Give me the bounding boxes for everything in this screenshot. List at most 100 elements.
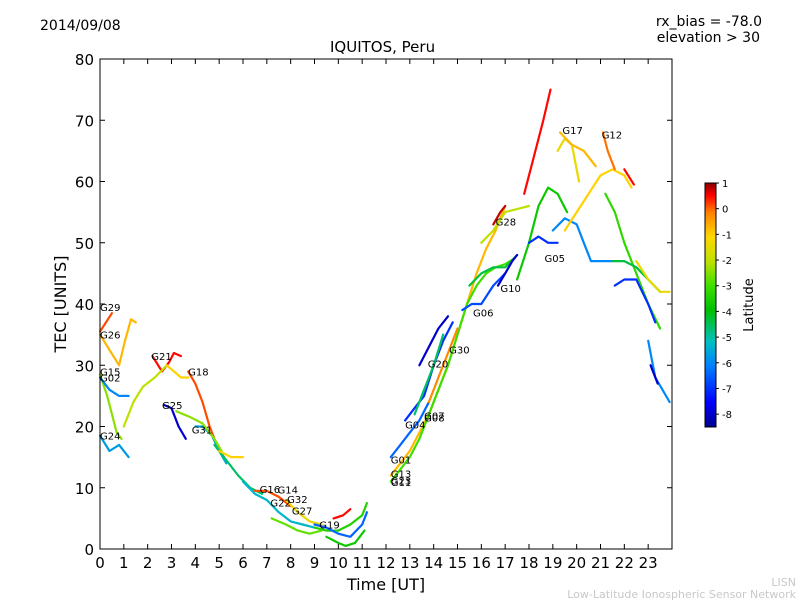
- series-g32: [284, 498, 323, 526]
- x-tick-label: 20: [567, 554, 586, 572]
- series-g26: [98, 318, 137, 367]
- colorbar-tick-label: -7: [722, 384, 732, 395]
- series-g20: [418, 315, 450, 367]
- series-g28b: [480, 204, 531, 244]
- series-g16b: [218, 449, 245, 459]
- series-g01: [389, 400, 430, 459]
- x-tick-label: 12: [376, 554, 395, 572]
- satellite-label: G04: [405, 421, 425, 432]
- satellite-label: G11: [391, 478, 411, 489]
- colorbar-tick-label: -5: [722, 333, 732, 344]
- satellite-label: G13: [391, 470, 411, 481]
- series-g14: [253, 489, 292, 508]
- satellite-label: G06: [473, 309, 493, 320]
- series-g29: [98, 312, 114, 333]
- colorbar-tick-label: 0: [722, 205, 728, 216]
- labels-layer: G29G26G15G02G24G21G18G25G31G16G14G22G32G…: [100, 126, 622, 531]
- chart-title: IQUITOS, Peru: [330, 38, 436, 56]
- y-tick-label: 60: [75, 174, 94, 192]
- x-tick-label: 11: [353, 554, 372, 572]
- satellite-label: G21: [151, 352, 171, 363]
- series-g17c: [558, 131, 597, 168]
- series-g12b: [601, 131, 616, 171]
- series-g25: [163, 404, 187, 440]
- satellite-label: G15: [100, 367, 120, 378]
- x-tick-label: 10: [329, 554, 348, 572]
- satellite-label: G27: [292, 506, 312, 517]
- elevation-label: elevation > 30: [656, 30, 760, 46]
- series-g24: [98, 434, 130, 459]
- x-tick-label: 8: [286, 554, 296, 572]
- satellite-label: G28: [496, 217, 516, 228]
- series-g16: [213, 443, 264, 495]
- satellite-label: G26: [100, 331, 120, 342]
- x-tick-label: 19: [543, 554, 562, 572]
- series-g19b: [313, 511, 368, 538]
- satellite-label: G22: [270, 498, 290, 509]
- series-g19c: [332, 508, 352, 520]
- satellite-label: G29: [100, 303, 120, 314]
- x-tick-label: 6: [238, 554, 248, 572]
- series-g12e: [611, 260, 662, 293]
- colorbar-tick-label: -6: [722, 359, 732, 370]
- y-tick-label: 0: [84, 541, 94, 559]
- series-g31b: [175, 410, 223, 453]
- series-g17a: [515, 186, 569, 281]
- satellite-label: G30: [449, 345, 469, 356]
- series-g15: [98, 373, 123, 440]
- y-tick-label: 50: [75, 235, 94, 253]
- series-g17: [523, 88, 552, 195]
- y-tick-label: 10: [75, 480, 94, 498]
- y-tick-label: 30: [75, 357, 94, 375]
- x-tick-label: 21: [591, 554, 610, 572]
- series-g23: [389, 257, 516, 483]
- series-g30: [427, 327, 459, 404]
- series-g12h: [649, 364, 659, 385]
- x-tick-label: 5: [214, 554, 224, 572]
- series-g28: [492, 204, 507, 226]
- series-g18b: [165, 364, 190, 379]
- x-tick-label: 2: [143, 554, 153, 572]
- watermark-network: Low-Latitude Ionospheric Sensor Network: [567, 588, 796, 601]
- satellite-label: G01: [391, 456, 411, 467]
- colorbar-tick-label: -1: [722, 230, 732, 241]
- series-g17b: [556, 137, 581, 183]
- rx-bias-label: rx_bias = -78.0: [655, 14, 762, 30]
- x-tick-label: 17: [496, 554, 515, 572]
- satellite-label: G16: [260, 485, 280, 496]
- series-g27: [270, 517, 323, 535]
- series-g19: [313, 502, 368, 532]
- series-g12i: [623, 168, 636, 186]
- x-tick-label: 4: [191, 554, 201, 572]
- series-g19d: [325, 529, 366, 548]
- y-tick-label: 40: [75, 296, 94, 314]
- axes-layer: 0 1 2 3 4 5 6 7 8 9 10 11 12 13 14 15 16 17 18 19 20 21 22 2301…: [75, 51, 672, 572]
- satellite-label: G07: [424, 411, 444, 422]
- x-tick-label: 7: [262, 554, 272, 572]
- series-g07: [413, 333, 445, 416]
- series-g12f: [635, 260, 671, 293]
- colorbar-tick-label: -3: [722, 282, 732, 293]
- satellite-label: G17: [562, 126, 582, 137]
- y-tick-label: 70: [75, 112, 94, 130]
- series-g10b: [496, 253, 519, 287]
- x-tick-label: 9: [310, 554, 320, 572]
- x-tick-label: 13: [400, 554, 419, 572]
- satellite-label: G20: [428, 359, 448, 370]
- x-tick-label: 0: [95, 554, 105, 572]
- colorbar-tick-label: -2: [722, 256, 732, 267]
- colorbar-tick-label: -8: [722, 410, 732, 421]
- x-tick-label: 14: [424, 554, 443, 572]
- y-tick-label: 80: [75, 51, 94, 69]
- series-g12: [563, 168, 633, 232]
- series-g05: [527, 235, 559, 244]
- series-g12d: [613, 278, 657, 324]
- series-g22: [241, 480, 316, 529]
- y-tick-label: 20: [75, 419, 94, 437]
- series-g04: [404, 321, 454, 422]
- colorbar-label: Latitude: [742, 278, 757, 332]
- series-g10: [468, 253, 519, 287]
- series-g21b: [122, 364, 168, 428]
- x-tick-label: 15: [448, 554, 467, 572]
